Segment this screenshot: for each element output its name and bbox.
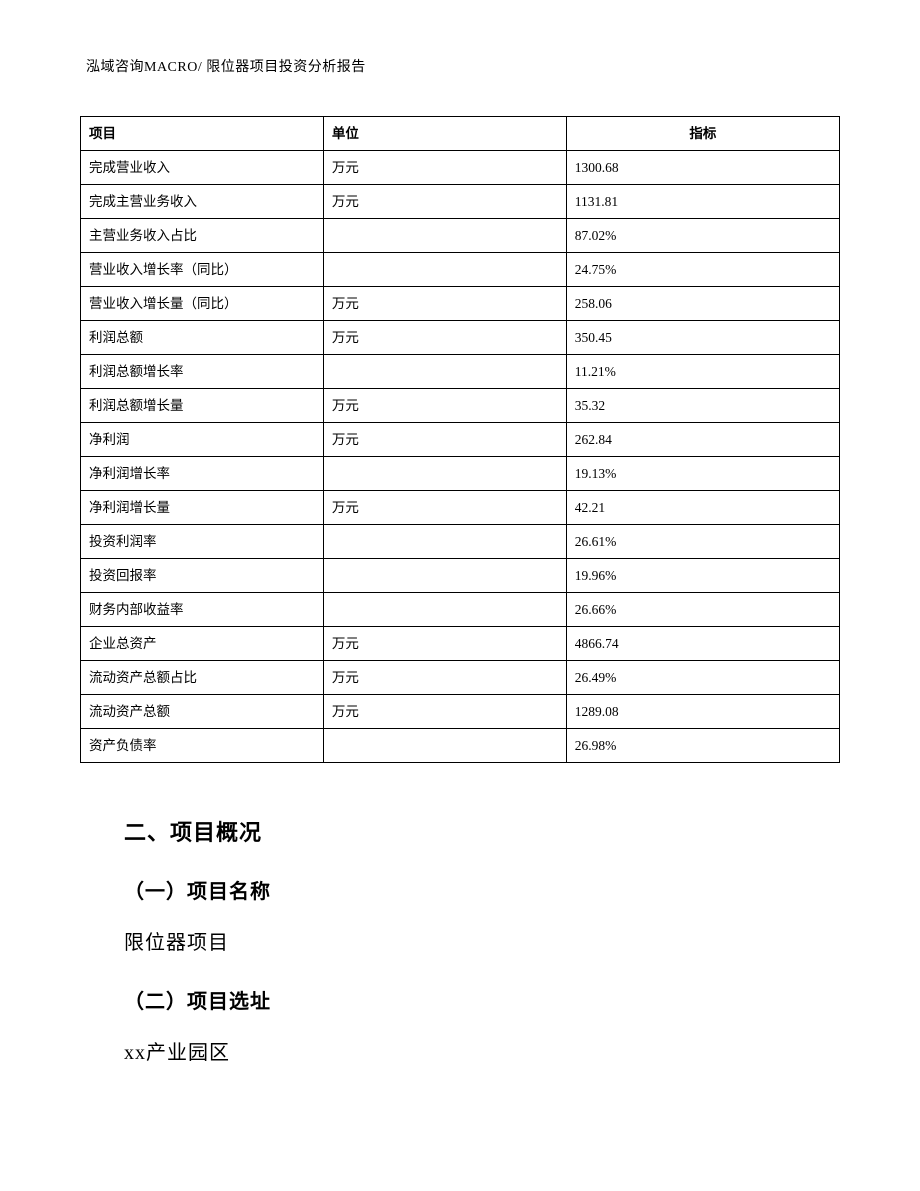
col-header-value: 指标 <box>566 117 839 151</box>
cell-value: 26.98% <box>566 729 839 763</box>
table-row: 营业收入增长量（同比）万元258.06 <box>81 287 840 321</box>
cell-item: 利润总额 <box>81 321 324 355</box>
page-header: 泓域咨询MACRO/ 限位器项目投资分析报告 <box>86 56 840 76</box>
cell-item: 利润总额增长率 <box>81 355 324 389</box>
table-row: 利润总额增长量万元35.32 <box>81 389 840 423</box>
cell-unit <box>323 559 566 593</box>
table-row: 净利润增长率 19.13% <box>81 457 840 491</box>
table-row: 完成主营业务收入万元1131.81 <box>81 185 840 219</box>
section-overview: 二、项目概况 （一）项目名称 限位器项目 （二）项目选址 xx产业园区 <box>80 815 840 1065</box>
cell-item: 资产负债率 <box>81 729 324 763</box>
table-row: 营业收入增长率（同比） 24.75% <box>81 253 840 287</box>
cell-value: 11.21% <box>566 355 839 389</box>
cell-item: 营业收入增长量（同比） <box>81 287 324 321</box>
cell-unit <box>323 525 566 559</box>
cell-unit: 万元 <box>323 389 566 423</box>
cell-unit <box>323 729 566 763</box>
body-paragraph: 限位器项目 <box>124 926 840 955</box>
table-row: 资产负债率 26.98% <box>81 729 840 763</box>
table-row: 利润总额增长率 11.21% <box>81 355 840 389</box>
cell-item: 完成营业收入 <box>81 151 324 185</box>
cell-item: 净利润 <box>81 423 324 457</box>
cell-unit: 万元 <box>323 185 566 219</box>
cell-value: 1300.68 <box>566 151 839 185</box>
table-row: 净利润增长量万元42.21 <box>81 491 840 525</box>
body-paragraph: xx产业园区 <box>124 1036 840 1065</box>
heading-level-3: （一）项目名称 <box>124 875 840 904</box>
cell-item: 主营业务收入占比 <box>81 219 324 253</box>
heading-level-2: 二、项目概况 <box>124 815 840 847</box>
cell-item: 利润总额增长量 <box>81 389 324 423</box>
cell-unit <box>323 593 566 627</box>
cell-value: 26.61% <box>566 525 839 559</box>
table-row: 流动资产总额占比万元26.49% <box>81 661 840 695</box>
cell-value: 262.84 <box>566 423 839 457</box>
table-row: 企业总资产万元4866.74 <box>81 627 840 661</box>
cell-unit: 万元 <box>323 423 566 457</box>
cell-unit <box>323 457 566 491</box>
cell-value: 19.96% <box>566 559 839 593</box>
table-row: 净利润万元262.84 <box>81 423 840 457</box>
cell-unit: 万元 <box>323 321 566 355</box>
table-row: 利润总额万元350.45 <box>81 321 840 355</box>
cell-value: 4866.74 <box>566 627 839 661</box>
cell-item: 投资回报率 <box>81 559 324 593</box>
cell-unit: 万元 <box>323 695 566 729</box>
table-row: 投资利润率 26.61% <box>81 525 840 559</box>
cell-item: 营业收入增长率（同比） <box>81 253 324 287</box>
cell-item: 投资利润率 <box>81 525 324 559</box>
cell-unit <box>323 253 566 287</box>
cell-value: 26.66% <box>566 593 839 627</box>
cell-item: 流动资产总额占比 <box>81 661 324 695</box>
cell-value: 87.02% <box>566 219 839 253</box>
col-header-unit: 单位 <box>323 117 566 151</box>
cell-unit: 万元 <box>323 287 566 321</box>
cell-unit <box>323 219 566 253</box>
table-row: 财务内部收益率 26.66% <box>81 593 840 627</box>
table-row: 完成营业收入万元1300.68 <box>81 151 840 185</box>
cell-item: 净利润增长率 <box>81 457 324 491</box>
cell-value: 24.75% <box>566 253 839 287</box>
cell-item: 流动资产总额 <box>81 695 324 729</box>
cell-unit: 万元 <box>323 151 566 185</box>
cell-item: 净利润增长量 <box>81 491 324 525</box>
table-row: 投资回报率 19.96% <box>81 559 840 593</box>
document-page: 泓域咨询MACRO/ 限位器项目投资分析报告 项目 单位 指标 完成营业收入万元… <box>0 0 920 1191</box>
cell-value: 42.21 <box>566 491 839 525</box>
cell-unit: 万元 <box>323 661 566 695</box>
cell-value: 26.49% <box>566 661 839 695</box>
cell-value: 1131.81 <box>566 185 839 219</box>
cell-unit: 万元 <box>323 491 566 525</box>
cell-unit: 万元 <box>323 627 566 661</box>
cell-value: 1289.08 <box>566 695 839 729</box>
cell-item: 企业总资产 <box>81 627 324 661</box>
cell-unit <box>323 355 566 389</box>
col-header-item: 项目 <box>81 117 324 151</box>
cell-value: 35.32 <box>566 389 839 423</box>
cell-value: 258.06 <box>566 287 839 321</box>
heading-level-3: （二）项目选址 <box>124 985 840 1014</box>
table-header-row: 项目 单位 指标 <box>81 117 840 151</box>
metrics-table: 项目 单位 指标 完成营业收入万元1300.68完成主营业务收入万元1131.8… <box>80 116 840 763</box>
cell-value: 350.45 <box>566 321 839 355</box>
cell-item: 完成主营业务收入 <box>81 185 324 219</box>
cell-item: 财务内部收益率 <box>81 593 324 627</box>
table-row: 主营业务收入占比 87.02% <box>81 219 840 253</box>
cell-value: 19.13% <box>566 457 839 491</box>
table-row: 流动资产总额万元1289.08 <box>81 695 840 729</box>
